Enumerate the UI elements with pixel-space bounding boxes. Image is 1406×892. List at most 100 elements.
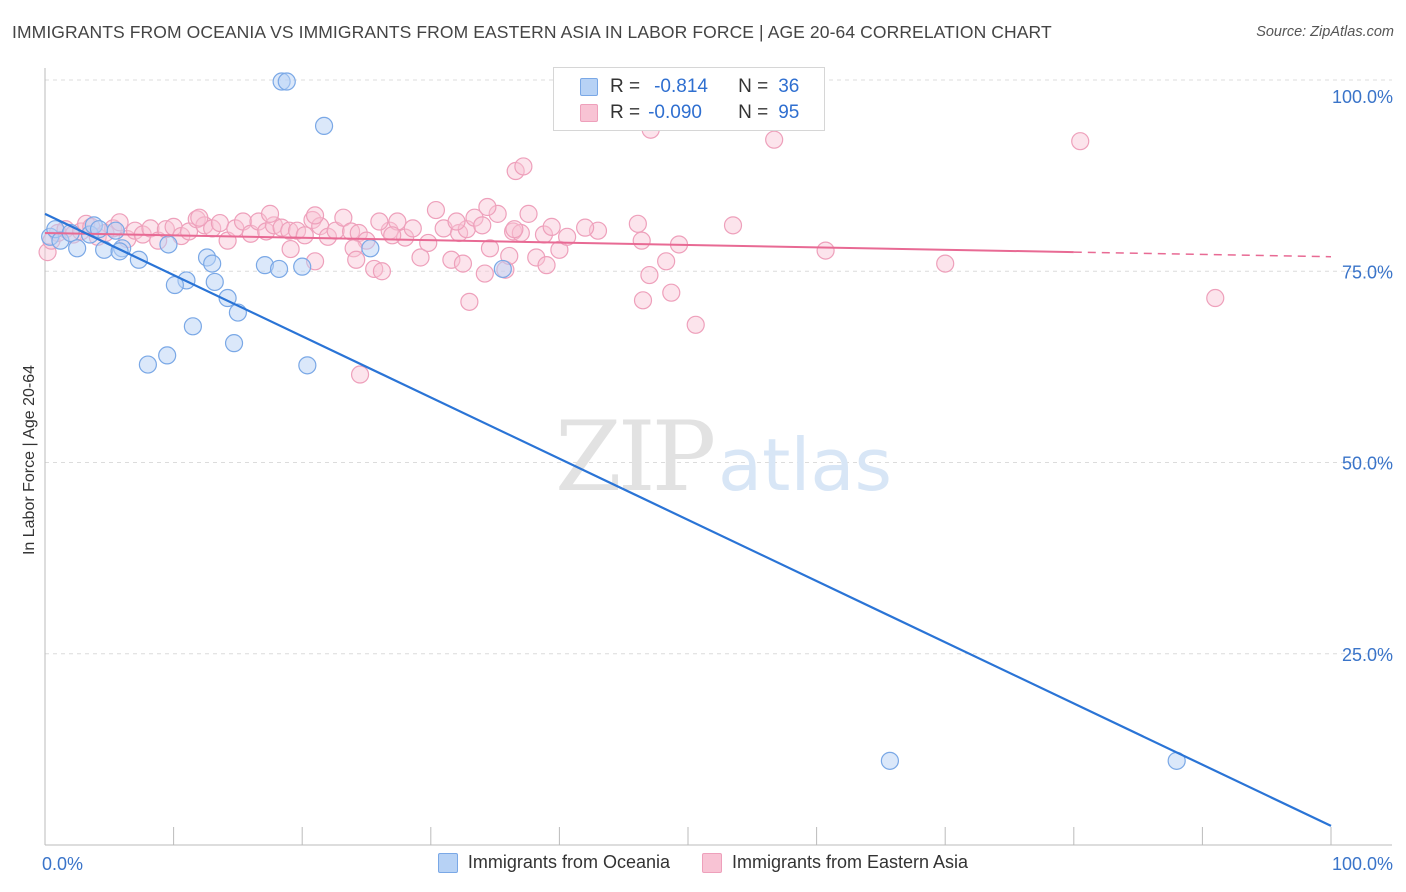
- oceania-trendline: [44, 212, 1332, 827]
- oceania-point: [361, 239, 380, 258]
- eastern-asia-point: [657, 252, 676, 271]
- oceania-point: [298, 356, 317, 375]
- eastern-asia-point: [372, 262, 392, 281]
- eastern-asia-point: [347, 250, 366, 269]
- oceania-point: [183, 317, 202, 336]
- eastern-asia-point: [281, 239, 300, 259]
- eastern-asia-point: [305, 206, 325, 225]
- eastern-asia-point: [411, 248, 430, 267]
- eastern-asia-point: [514, 157, 533, 176]
- oceania-point: [277, 72, 296, 91]
- oceania-point: [224, 334, 244, 353]
- y-tick-label: 50.0%: [1342, 454, 1393, 474]
- eastern-asia-point: [426, 200, 446, 220]
- oceania-point: [880, 751, 900, 770]
- series-legend: Immigrants from Oceania Immigrants from …: [0, 852, 1406, 873]
- legend-n-label: N =: [738, 102, 769, 123]
- eastern-asia-point: [633, 291, 653, 310]
- legend-swatch-oceania: [580, 78, 598, 96]
- oceania-point: [106, 221, 125, 240]
- eastern-asia-point: [475, 264, 494, 283]
- watermark-atlas: atlas: [718, 423, 892, 507]
- y-tick-label: 25.0%: [1342, 645, 1393, 665]
- eastern-asia-point: [478, 197, 497, 217]
- y-tick-label: 100.0%: [1332, 87, 1393, 107]
- x-tick-label: 100.0%: [1332, 854, 1393, 874]
- x-tick-label: 0.0%: [42, 854, 83, 874]
- oceania-point: [293, 257, 312, 276]
- source-label: Source: ZipAtlas.com: [1256, 24, 1394, 40]
- eastern-asia-point: [1206, 288, 1225, 308]
- series-label-eastern-asia: Immigrants from Eastern Asia: [731, 852, 969, 872]
- eastern-asia-point: [662, 283, 681, 302]
- oceania-point: [158, 346, 177, 365]
- series-legend-eastern-asia: Immigrants from Eastern Asia: [701, 852, 969, 873]
- legend-n-label: N =: [738, 76, 769, 97]
- legend-r-label: R =: [610, 102, 641, 123]
- eastern-asia-point: [480, 239, 500, 258]
- legend-row-oceania: R = -0.814 N = 36: [580, 75, 799, 99]
- eastern-asia-point: [628, 214, 647, 233]
- legend-n-value: 36: [778, 76, 800, 97]
- legend-row-eastern-asia: R = -0.090 N = 95: [580, 101, 799, 125]
- eastern-asia-point: [686, 315, 705, 334]
- eastern-asia-point: [558, 227, 577, 246]
- eastern-asia-point: [632, 231, 651, 250]
- oceania-point: [203, 254, 222, 273]
- eastern-asia-point: [419, 233, 438, 253]
- oceania-point: [138, 355, 157, 374]
- watermark-zip: ZIP: [555, 401, 714, 513]
- eastern-asia-point: [350, 365, 370, 384]
- oceania-point: [89, 220, 109, 239]
- oceania-point: [205, 272, 224, 292]
- series-legend-oceania: Immigrants from Oceania: [437, 852, 670, 873]
- correlation-legend: R = -0.814 N = 36 R = -0.090 N = 95: [553, 67, 825, 131]
- eastern-asia-point: [765, 130, 784, 149]
- oceania-point: [68, 239, 87, 258]
- eastern-asia-point: [447, 212, 466, 231]
- eastern-asia-trendline-extension: [1073, 251, 1332, 258]
- oceania-point: [314, 116, 334, 136]
- oceania-point: [493, 259, 512, 279]
- eastern-asia-trendline: [44, 232, 1074, 254]
- oceania-point: [269, 259, 289, 279]
- chart-title: IMMIGRANTS FROM OCEANIA VS IMMIGRANTS FR…: [12, 22, 1052, 42]
- eastern-asia-point: [442, 250, 461, 269]
- eastern-asia-point: [334, 208, 353, 227]
- eastern-asia-point: [505, 220, 524, 239]
- y-tick-label: 75.0%: [1342, 262, 1393, 282]
- eastern-asia-point: [488, 204, 507, 223]
- eastern-asia-point: [370, 212, 389, 231]
- eastern-asia-point: [542, 217, 561, 236]
- eastern-asia-point: [453, 254, 473, 273]
- eastern-asia-point: [723, 216, 743, 235]
- eastern-asia-point: [460, 292, 479, 311]
- series-swatch-eastern-asia: [701, 852, 722, 873]
- eastern-asia-point: [473, 216, 492, 235]
- eastern-asia-point: [388, 212, 407, 231]
- eastern-asia-point: [936, 254, 955, 273]
- oceania-point: [159, 235, 178, 254]
- eastern-asia-point: [537, 256, 556, 275]
- eastern-asia-point: [403, 219, 422, 238]
- oceania-point: [129, 250, 148, 269]
- eastern-asia-point: [519, 204, 538, 223]
- eastern-asia-point: [640, 265, 659, 285]
- legend-n-value: 95: [778, 102, 800, 123]
- eastern-asia-point: [210, 213, 229, 233]
- legend-r-value: -0.090: [648, 102, 702, 123]
- legend-swatch-eastern-asia: [580, 104, 598, 122]
- eastern-asia-point: [383, 226, 402, 245]
- eastern-asia-point: [576, 218, 595, 237]
- legend-r-value: -0.814: [654, 76, 708, 97]
- series-label-oceania: Immigrants from Oceania: [467, 852, 670, 872]
- eastern-asia-point: [295, 226, 314, 245]
- eastern-asia-point: [190, 208, 209, 227]
- legend-r-label: R =: [610, 76, 641, 97]
- eastern-asia-point: [1071, 132, 1090, 151]
- series-swatch-oceania: [437, 852, 458, 873]
- eastern-asia-point: [465, 208, 484, 227]
- eastern-asia-point: [816, 241, 835, 260]
- eastern-asia-point: [527, 248, 546, 267]
